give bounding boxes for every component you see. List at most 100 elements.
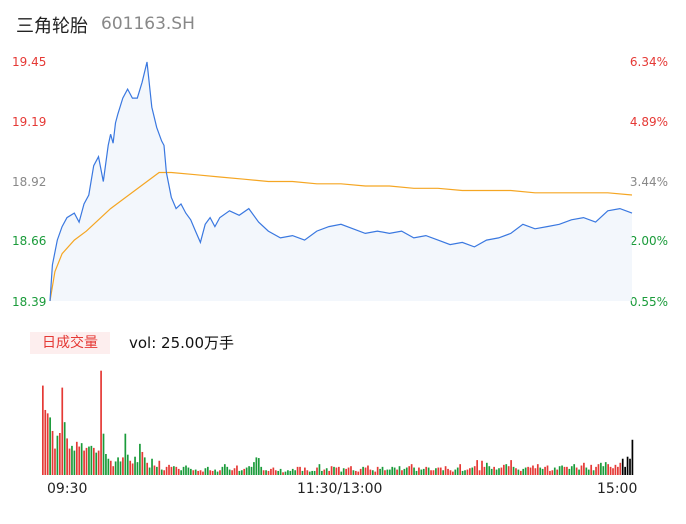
volume-bar — [422, 468, 425, 475]
volume-bar — [73, 450, 76, 475]
volume-bar — [546, 465, 549, 475]
volume-bar — [410, 464, 413, 475]
volume-bar — [126, 454, 129, 475]
volume-bar — [403, 468, 406, 475]
volume-bar — [430, 470, 432, 475]
price-label-low: 18.39 — [12, 295, 47, 309]
volume-bar — [621, 458, 624, 475]
volume-bar — [49, 417, 51, 475]
volume-bar — [384, 470, 386, 475]
volume-bar — [483, 466, 486, 475]
volume-bar — [231, 470, 233, 475]
volume-bar — [216, 471, 219, 475]
volume-bar — [44, 409, 47, 475]
volume-bar — [109, 460, 112, 475]
volume-bar — [435, 468, 437, 475]
volume-bar — [456, 467, 459, 475]
volume-bar — [362, 466, 364, 475]
volume-bar — [413, 467, 415, 475]
volume-bar — [83, 450, 85, 475]
pct-label-high: 6.34% — [629, 55, 668, 69]
volume-bar — [464, 470, 466, 475]
volume-bar — [117, 457, 119, 475]
volume-bar — [223, 464, 226, 475]
volume-bar — [466, 469, 469, 475]
volume-bar — [236, 465, 238, 475]
volume-bar — [250, 466, 253, 475]
volume-bar — [105, 454, 107, 475]
volume-bar — [486, 462, 488, 475]
volume-bar — [168, 464, 170, 475]
volume-bar — [219, 470, 221, 475]
volume-bar — [379, 468, 381, 475]
volume-bar — [299, 466, 301, 475]
volume-bar — [617, 466, 619, 475]
volume-bar — [165, 466, 168, 475]
volume-bar — [197, 470, 199, 475]
volume-bar — [143, 457, 146, 475]
volume-bar — [592, 470, 595, 475]
volume-bar — [209, 470, 212, 475]
volume-bar — [619, 462, 622, 475]
volume-bar — [604, 462, 607, 475]
volume-bar — [260, 466, 263, 475]
time-label-close: 15:00 — [597, 481, 638, 497]
volume-bar — [202, 471, 204, 475]
volume-bar — [490, 468, 493, 475]
volume-bar — [495, 469, 498, 475]
volume-bar — [296, 466, 299, 475]
volume-bar — [311, 470, 314, 475]
volume-badge[interactable]: 日成交量 — [30, 332, 110, 354]
volume-bar — [609, 466, 612, 475]
volume-bar — [553, 467, 556, 475]
volume-bar — [600, 462, 602, 475]
volume-bar — [112, 466, 115, 475]
volume-bar — [185, 465, 187, 475]
volume-bar — [313, 470, 316, 475]
volume-bar — [590, 464, 593, 475]
volume-bar — [585, 467, 588, 475]
volume-bar — [459, 464, 462, 475]
volume-bar — [306, 470, 309, 475]
volume-bar — [461, 470, 464, 475]
volume-bar — [92, 447, 95, 475]
volume-bar — [498, 468, 500, 475]
average-price-line — [49, 171, 633, 302]
volume-bar — [248, 466, 250, 475]
volume-bar — [612, 468, 614, 475]
volume-bar — [66, 438, 68, 475]
volume-bar — [139, 443, 141, 475]
volume-bar — [359, 468, 362, 475]
volume-bar — [614, 464, 617, 475]
volume-bar — [425, 466, 428, 475]
volume-bar — [541, 468, 544, 475]
volume-bar — [46, 413, 49, 475]
time-label-open: 09:30 — [47, 481, 88, 497]
volume-bar — [160, 469, 163, 475]
volume-bar — [437, 467, 440, 475]
volume-bar — [206, 466, 209, 475]
volume-bar — [42, 385, 44, 475]
volume-bar — [369, 469, 372, 475]
volume-bar — [253, 462, 255, 475]
volume-bar — [180, 470, 182, 475]
volume-bar — [566, 466, 568, 475]
volume-bar — [519, 470, 522, 475]
volume-bar — [238, 470, 241, 475]
volume-bar — [573, 464, 576, 475]
volume-bar — [88, 446, 90, 475]
volume-bar — [444, 466, 447, 475]
volume-bar — [308, 471, 311, 475]
volume-bar — [136, 462, 139, 475]
volume-bar — [187, 467, 190, 475]
volume-bar — [418, 467, 420, 475]
volume-bar — [243, 468, 246, 475]
volume-bar — [240, 470, 243, 475]
volume-bar — [163, 470, 166, 475]
volume-bar — [291, 468, 294, 475]
volume-bar — [493, 466, 495, 475]
volume-bar — [544, 466, 546, 475]
volume-bar — [401, 470, 403, 475]
pct-label-upper: 4.89% — [629, 115, 668, 129]
